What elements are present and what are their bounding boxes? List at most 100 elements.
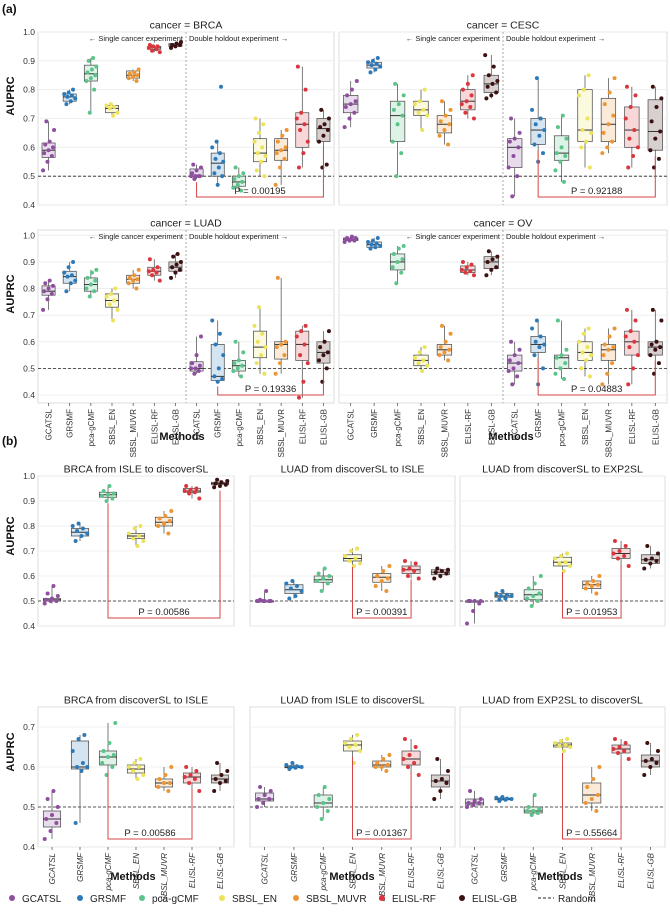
data-point xyxy=(132,273,137,278)
data-point xyxy=(412,761,417,765)
data-point xyxy=(303,87,308,92)
legend-label: GCATSL xyxy=(22,894,62,905)
data-point xyxy=(406,765,411,769)
panel-title: cancer = LUAD xyxy=(150,218,222,230)
data-point xyxy=(113,286,118,291)
data-point xyxy=(325,581,330,586)
data-point xyxy=(231,185,236,190)
data-point xyxy=(509,797,514,801)
data-point xyxy=(353,235,358,240)
data-point xyxy=(255,805,260,809)
data-point xyxy=(68,281,73,286)
data-point xyxy=(135,277,140,282)
data-point xyxy=(589,584,594,588)
data-point xyxy=(171,254,176,259)
data-point xyxy=(486,249,491,254)
y-tick-label: 1.0 xyxy=(23,230,35,240)
y-tick-label: 0.6 xyxy=(23,762,35,772)
data-point xyxy=(79,769,84,773)
y-tick-label: 0.4 xyxy=(23,621,35,631)
data-point xyxy=(601,353,606,358)
data-point xyxy=(138,757,143,761)
data-point xyxy=(324,366,329,371)
data-point xyxy=(534,76,539,81)
data-point xyxy=(111,753,116,757)
data-point xyxy=(215,477,220,482)
data-point xyxy=(253,116,258,121)
x-tick-label: ELISL-GB xyxy=(171,409,180,445)
data-point xyxy=(627,136,632,141)
data-point xyxy=(80,526,85,531)
data-point xyxy=(648,765,653,769)
data-point xyxy=(115,307,120,312)
data-point xyxy=(113,721,118,725)
data-point xyxy=(529,813,534,817)
data-point xyxy=(642,566,647,571)
data-point xyxy=(197,174,202,179)
box-GRSMF xyxy=(284,584,304,594)
data-point xyxy=(537,591,542,596)
legend-swatch-ELISL-GB xyxy=(459,895,465,901)
pvalue-label: P = 0.00586 xyxy=(138,607,189,618)
data-point xyxy=(465,621,470,626)
data-point xyxy=(268,599,273,603)
data-point xyxy=(299,589,304,593)
data-point xyxy=(93,73,98,78)
data-point xyxy=(589,130,594,135)
pvalue-label: P = 0.04883 xyxy=(571,384,622,395)
y-tick-label: 1.0 xyxy=(23,471,35,481)
data-point xyxy=(497,597,502,602)
data-point xyxy=(345,235,350,240)
box-pca-gCMF xyxy=(83,64,98,82)
data-point xyxy=(342,554,347,558)
data-point xyxy=(394,174,399,179)
data-point xyxy=(173,270,178,275)
x-axis-label-b-mid: Methods xyxy=(329,871,374,883)
data-point xyxy=(219,773,224,777)
data-point xyxy=(225,479,230,483)
data-point xyxy=(617,745,622,749)
data-point xyxy=(106,755,110,759)
data-point xyxy=(324,162,329,167)
data-point xyxy=(197,789,202,793)
data-point xyxy=(537,133,542,138)
pvalue-bracket xyxy=(562,753,622,840)
data-point xyxy=(162,521,166,526)
data-point xyxy=(612,539,617,543)
x-tick-label: GRSMF xyxy=(76,852,85,882)
data-point xyxy=(433,570,438,575)
data-point xyxy=(182,775,187,779)
data-point xyxy=(136,67,141,72)
panel-title: cancer = BRCA xyxy=(150,20,223,32)
data-point xyxy=(391,107,396,112)
data-point xyxy=(378,243,383,248)
data-point xyxy=(219,84,224,89)
data-point xyxy=(213,156,218,161)
data-point xyxy=(617,549,622,553)
data-point xyxy=(192,371,197,376)
x-tick-label: GCATSL xyxy=(48,853,57,884)
data-point xyxy=(396,102,401,107)
data-point xyxy=(558,366,563,371)
data-point xyxy=(374,241,379,246)
data-point xyxy=(484,96,489,101)
data-point xyxy=(563,743,568,747)
data-point xyxy=(469,262,474,267)
data-point xyxy=(375,55,380,60)
x-tick-label: ELISL-RF xyxy=(298,409,307,444)
data-point xyxy=(533,122,538,127)
facet-strip xyxy=(38,462,234,476)
data-point xyxy=(50,145,55,150)
pvalue-label: P = 0.55664 xyxy=(566,828,617,839)
data-point xyxy=(70,524,75,528)
data-point xyxy=(212,171,217,176)
box-SBSL_EN xyxy=(253,330,267,359)
data-point xyxy=(321,801,326,805)
data-point xyxy=(89,270,94,275)
data-point xyxy=(352,564,357,568)
data-point xyxy=(653,136,658,141)
box-SBSL_EN xyxy=(343,554,362,562)
data-point xyxy=(166,531,171,536)
data-point xyxy=(156,524,161,528)
data-point xyxy=(157,777,162,781)
